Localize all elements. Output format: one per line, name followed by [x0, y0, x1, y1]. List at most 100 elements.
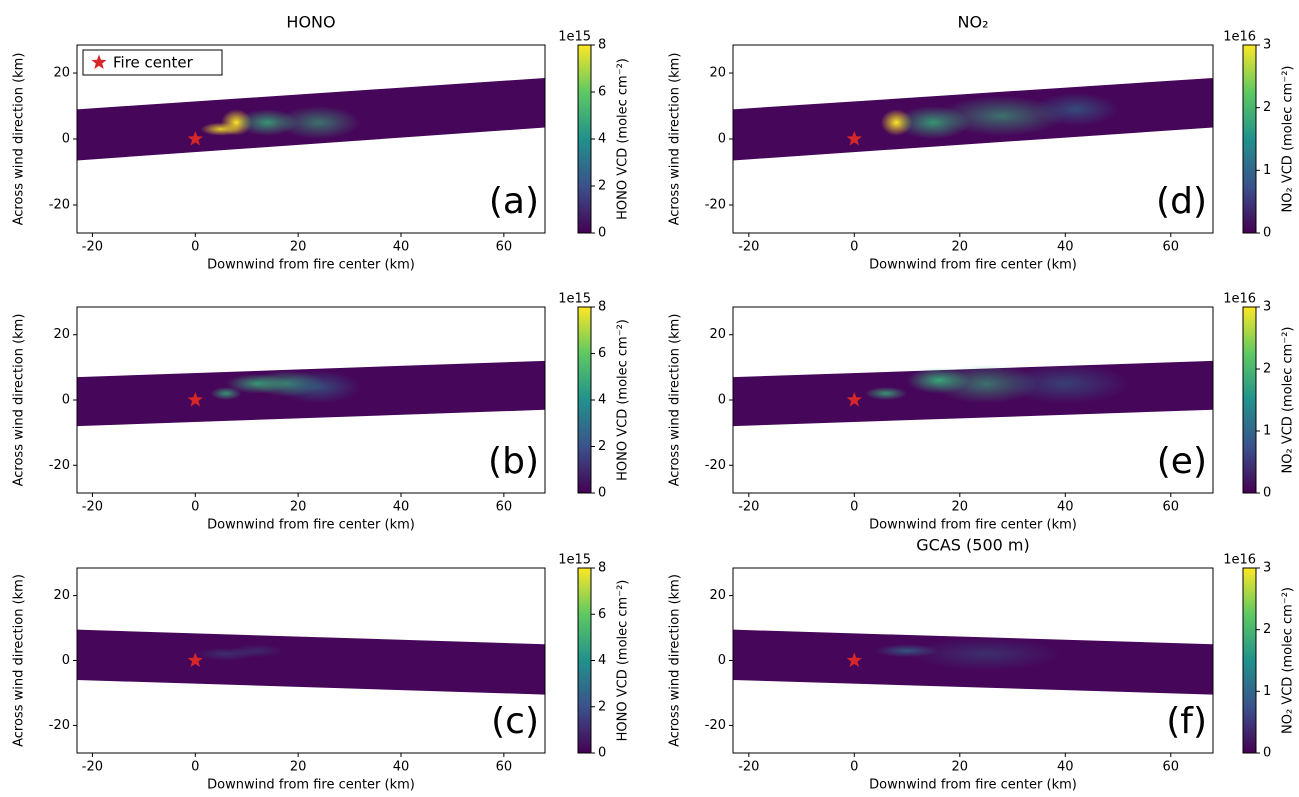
y-tick-label: -20	[49, 458, 70, 473]
legend: Fire center	[82, 49, 223, 76]
x-tick-label: 20	[290, 760, 307, 775]
y-tick-label: 0	[718, 393, 726, 408]
x-tick-label: 40	[1057, 500, 1074, 515]
y-tick-label: 0	[62, 653, 70, 668]
fire-center-marker	[187, 652, 203, 667]
x-axis-label: Downwind from fire center (km)	[869, 778, 1077, 793]
y-axis-label: Across wind direction (km)	[668, 314, 683, 487]
y-tick-label: 20	[709, 588, 726, 603]
x-tick-label: 20	[952, 240, 969, 255]
x-tick-label: 20	[952, 500, 969, 515]
colorbar-tick-label: 8	[598, 300, 606, 315]
colorbar-tick-label: 0	[1263, 486, 1271, 501]
x-tick-label: 60	[1163, 500, 1180, 515]
colorbar-tick-label: 2	[1263, 622, 1271, 637]
fire-center-marker	[846, 131, 862, 146]
y-tick-label: 0	[62, 393, 70, 408]
colorbar-offset: 1e15	[558, 292, 591, 307]
colorbar-label: NO₂ VCD (molec cm⁻²)	[1281, 587, 1296, 734]
x-tick-label: 40	[393, 500, 410, 515]
colorbar-tick-label: 6	[598, 607, 606, 622]
x-axis-label: Downwind from fire center (km)	[869, 518, 1077, 533]
colorbar-tick-label: 3	[1263, 38, 1271, 53]
colorbar-offset: 1e16	[1223, 553, 1256, 568]
x-tick-label: 0	[850, 240, 858, 255]
legend-box	[82, 49, 223, 76]
colorbar-tick-label: 1	[1263, 424, 1271, 439]
panel-label: (f)	[1166, 701, 1207, 742]
x-tick-label: -20	[82, 760, 103, 775]
x-axis-label: Downwind from fire center (km)	[207, 518, 415, 533]
colorbar-label: NO₂ VCD (molec cm⁻²)	[1281, 327, 1296, 474]
x-tick-label: 40	[393, 240, 410, 255]
colorbar	[1242, 44, 1257, 234]
colorbar-tick-label: 4	[598, 132, 606, 147]
panel-label: (a)	[489, 181, 539, 222]
plume	[912, 637, 1061, 671]
plume	[277, 370, 360, 404]
colorbar-tick-label: 4	[598, 393, 606, 408]
plume	[1033, 92, 1119, 126]
y-tick-label: -20	[705, 718, 726, 733]
y-axis-label: Across wind direction (km)	[12, 314, 27, 487]
y-tick-label: 0	[62, 132, 70, 147]
heatmap-image	[733, 360, 1213, 427]
x-tick-label: 0	[191, 500, 199, 515]
colorbar-tick-label: 6	[598, 85, 606, 100]
x-axis-label: Downwind from fire center (km)	[207, 778, 415, 793]
x-tick-label: 0	[191, 240, 199, 255]
heatmap-image	[77, 77, 545, 161]
colorbar	[577, 567, 592, 754]
colorbar-tick-label: 2	[598, 439, 606, 454]
y-tick-label: 20	[709, 66, 726, 81]
colorbar-offset: 1e15	[558, 30, 591, 45]
colorbar-tick-label: 1	[1263, 163, 1271, 178]
colorbar-tick-label: 0	[1263, 746, 1271, 761]
colorbar-tick-label: 0	[1263, 226, 1271, 241]
fire-center-marker	[846, 392, 862, 407]
colorbar-tick-label: 0	[598, 486, 606, 501]
colorbar-offset: 1e16	[1223, 292, 1256, 307]
panel-label: (c)	[491, 701, 539, 742]
colorbar-offset: 1e15	[558, 553, 591, 568]
x-tick-label: 0	[191, 760, 199, 775]
y-axis-label: Across wind direction (km)	[668, 53, 683, 226]
panel-label: (d)	[1156, 181, 1207, 222]
plume	[231, 644, 283, 658]
x-tick-label: 20	[290, 500, 307, 515]
plume	[200, 122, 242, 136]
swath	[77, 629, 545, 695]
y-axis-label: Across wind direction (km)	[668, 574, 683, 747]
y-axis-label: Across wind direction (km)	[12, 53, 27, 226]
x-tick-label: 20	[290, 240, 307, 255]
plume	[210, 386, 242, 401]
heatmap-image	[77, 360, 545, 427]
colorbar-label: HONO VCD (molec cm⁻²)	[616, 319, 631, 481]
x-tick-label: 20	[952, 760, 969, 775]
colorbar-tick-label: 1	[1263, 684, 1271, 699]
y-tick-label: 20	[709, 327, 726, 342]
x-tick-label: 40	[393, 760, 410, 775]
fire-center-marker	[846, 652, 862, 667]
y-tick-label: 20	[53, 327, 70, 342]
colorbar-tick-label: 2	[1263, 362, 1271, 377]
colorbar-tick-label: 3	[1263, 300, 1271, 315]
plume	[1002, 364, 1129, 404]
x-axis-label: Downwind from fire center (km)	[207, 258, 415, 273]
heatmap-image	[733, 77, 1213, 161]
fire-center-marker	[187, 392, 203, 407]
x-tick-label: 60	[496, 500, 513, 515]
legend-label: Fire center	[113, 54, 194, 72]
colorbar-label: HONO VCD (molec cm⁻²)	[616, 58, 631, 220]
panel-title: GCAS (500 m)	[916, 536, 1029, 555]
legend-marker	[91, 54, 107, 69]
colorbar	[577, 44, 592, 234]
x-tick-label: -20	[738, 500, 759, 515]
y-tick-label: 0	[718, 132, 726, 147]
x-axis-label: Downwind from fire center (km)	[869, 258, 1077, 273]
heatmap-image	[733, 629, 1213, 695]
y-tick-label: -20	[49, 197, 70, 212]
panel-label: (b)	[488, 441, 539, 482]
colorbar-tick-label: 8	[598, 38, 606, 53]
y-tick-label: 20	[53, 588, 70, 603]
